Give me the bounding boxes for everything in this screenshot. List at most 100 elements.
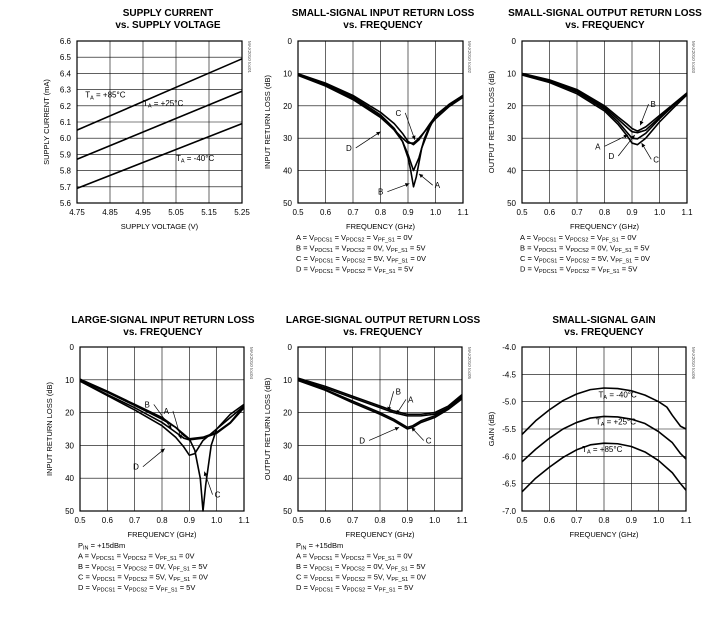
- condition-caption: A = VPDCS1​ = VPDCS2​ = VPF_S1​ = 0V: [520, 233, 637, 244]
- x-tick-label: 0.8: [599, 208, 611, 217]
- x-tick-label: 5.15: [201, 208, 217, 217]
- caption-text: D = V: [78, 583, 97, 592]
- x-axis-label: FREQUENCY (GHz): [345, 530, 415, 539]
- curve-label: D: [346, 144, 352, 153]
- caption-text: T: [596, 418, 601, 427]
- curve-label: C: [395, 109, 401, 118]
- plot-frame: [297, 346, 463, 512]
- caption-text: = 0V, V: [147, 562, 173, 571]
- caption-text: = V: [557, 244, 571, 253]
- subscript: PDCS2: [570, 248, 588, 254]
- annotation-arrowhead: [203, 471, 208, 477]
- series-line-d: [521, 73, 688, 134]
- series-line-ta85c: [76, 58, 243, 131]
- subscript: PDCS1: [97, 567, 115, 573]
- series-line-d: [79, 380, 245, 457]
- subscript: PDCS1: [314, 556, 332, 562]
- curve-label: A: [164, 407, 170, 416]
- caption-text: = 5V: [632, 244, 650, 253]
- y-tick-label: 0: [288, 343, 293, 352]
- x-tick-label: 0.9: [626, 516, 638, 525]
- series-line-b: [521, 72, 688, 132]
- subscript: PDCS2: [128, 567, 146, 573]
- annotation-arrowhead: [411, 427, 416, 432]
- x-tick-label: 5.05: [168, 208, 184, 217]
- caption-text: = 5V, V: [365, 254, 391, 263]
- series-line-ta85c: [521, 442, 687, 493]
- x-tick-label: 0.6: [544, 208, 556, 217]
- chart-subtitle: vs. FREQUENCY: [564, 327, 644, 338]
- subscript: PDCS1: [315, 577, 333, 583]
- annotation-leader: [142, 448, 165, 467]
- caption-text: = V: [588, 233, 602, 242]
- subscript: PDCS1: [315, 269, 333, 275]
- caption-text: = 0V, V: [589, 244, 615, 253]
- caption-text: = V: [365, 265, 379, 274]
- x-tick-label: 0.9: [402, 208, 414, 217]
- x-tick-label: 0.8: [374, 516, 386, 525]
- x-tick-label: 0.7: [347, 516, 359, 525]
- caption-text: C = V: [296, 254, 315, 263]
- subscript: PDCS2: [129, 577, 147, 583]
- y-tick-label: 6.4: [60, 69, 72, 78]
- plot-frame: [297, 40, 464, 204]
- x-tick-label: 1.1: [456, 516, 468, 525]
- subscript: PDCS1: [96, 556, 114, 562]
- caption-text: = +85°C: [94, 91, 126, 100]
- caption-text: B = V: [296, 244, 315, 253]
- subscript: A: [601, 422, 605, 428]
- subscript: A: [181, 158, 185, 164]
- x-tick-label: 1.0: [430, 208, 442, 217]
- y-tick-label: 10: [283, 376, 292, 385]
- caption-text: T: [176, 154, 181, 163]
- y-tick-label: 10: [65, 376, 74, 385]
- input-power-note: PIN​ = +15dBm: [78, 541, 125, 552]
- condition-caption: B = VPDCS1​ = VPDCS2​ = 0V, VPF_S1​ = 5V: [78, 562, 208, 573]
- condition-caption: D = VPDCS1​ = VPDCS2​ = VPF_S1​ = 5V: [296, 265, 413, 276]
- y-tick-label: 5.8: [60, 167, 72, 176]
- y-tick-label: 5.9: [60, 150, 72, 159]
- caption-text: = V: [365, 583, 379, 592]
- temperature-label: TA​ = +85°C: [85, 91, 125, 102]
- curve-label: D: [608, 152, 614, 161]
- subscript: PDCS1: [538, 238, 556, 244]
- subscript: PF_S1: [391, 248, 408, 254]
- part-id-label: MAX2010 toc02: [467, 41, 472, 74]
- series-line-ta40c: [76, 122, 243, 190]
- y-tick-label: -6.0: [502, 452, 516, 461]
- subscript: IN: [301, 546, 307, 552]
- y-tick-label: 5.7: [60, 183, 72, 192]
- series-line-a: [521, 73, 688, 140]
- series-line-ta25c: [76, 90, 243, 160]
- y-tick-label: 6.5: [60, 53, 72, 62]
- plot-frame: [76, 40, 243, 204]
- temperature-label: TA​ = -40°C: [599, 390, 637, 401]
- caption-text: = V: [364, 552, 378, 561]
- x-axis-label: FREQUENCY (GHz): [570, 222, 640, 231]
- x-tick-label: 0.6: [320, 516, 332, 525]
- annotation-leader: [368, 427, 400, 441]
- annotation-arrowhead: [419, 173, 424, 178]
- annotation-arrowhead: [167, 424, 172, 429]
- x-tick-label: 1.0: [653, 516, 665, 525]
- caption-text: A = V: [296, 233, 314, 242]
- x-tick-label: 0.9: [626, 208, 638, 217]
- y-tick-label: -7.0: [502, 507, 516, 516]
- subscript: PF_S1: [379, 588, 396, 594]
- curve-label: D: [359, 436, 365, 445]
- x-tick-label: 0.7: [129, 516, 141, 525]
- curve-label: D: [133, 463, 139, 472]
- annotation-leader: [204, 471, 213, 495]
- caption-text: = 0V: [395, 552, 413, 561]
- x-tick-label: 0.5: [516, 208, 528, 217]
- annotation-arrowhead: [160, 448, 165, 453]
- caption-text: = 5V: [408, 244, 426, 253]
- condition-caption: D = VPDCS1​ = VPDCS2​ = VPF_S1​ = 5V: [78, 583, 195, 594]
- caption-text: = 0V, V: [365, 562, 391, 571]
- x-tick-label: 0.9: [184, 516, 196, 525]
- caption-text: = 5V: [396, 265, 414, 274]
- y-axis-label: GAIN (dB): [487, 411, 496, 446]
- y-tick-label: 10: [507, 69, 516, 78]
- x-tick-label: 0.5: [292, 516, 304, 525]
